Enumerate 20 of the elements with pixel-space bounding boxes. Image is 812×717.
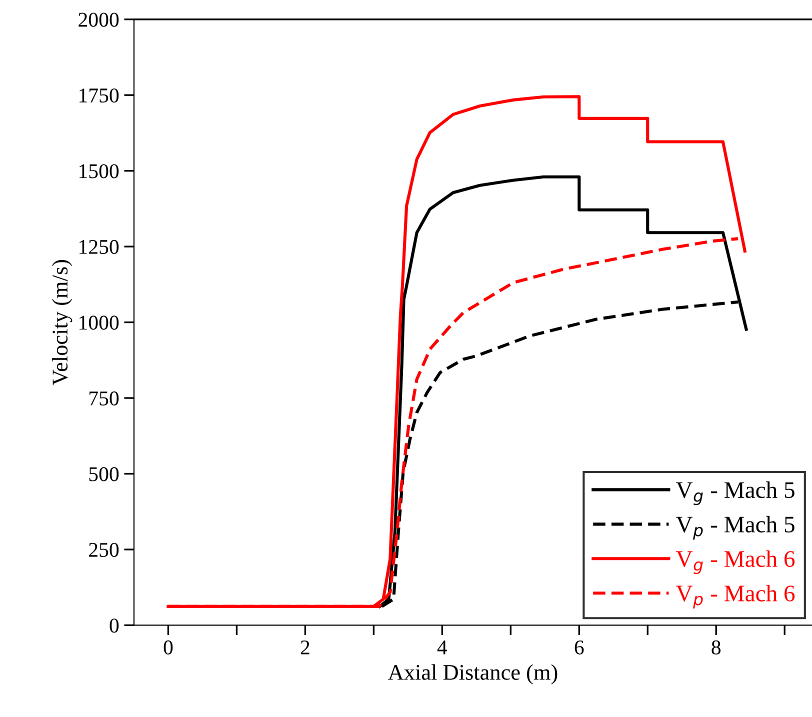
x-tick-label: 6	[574, 640, 584, 654]
y-tick-label: 0	[110, 618, 119, 633]
legend-label: V$_{p}$ - Mach 6	[676, 584, 795, 609]
legend-label: V$_{p}$ - Mach 5	[676, 516, 794, 540]
y-tick-label: 500	[89, 467, 119, 482]
legend-label: V$_{g}$ - Mach 6	[676, 550, 795, 574]
y-tick-label: 1250	[80, 240, 119, 254]
y-tick-label: 750	[90, 391, 119, 406]
legend-label: V$_{g}$ - Mach 5	[676, 481, 794, 506]
x-tick-label: 8	[712, 640, 721, 654]
y-tick-label: 250	[89, 542, 119, 557]
x-tick-label: 0	[164, 640, 173, 654]
y-tick-label: 1500	[80, 164, 119, 178]
y-tick-label: 1750	[80, 88, 119, 103]
y-tick-label: 1000	[80, 316, 119, 330]
x-tick-label: 4	[437, 640, 448, 654]
x-tick-label: 2	[300, 640, 310, 654]
y-axis-title: Velocity (m/s)	[52, 260, 72, 386]
y-tick-label: 2000	[78, 12, 119, 27]
x-axis-title: Axial Distance (m)	[388, 664, 558, 684]
